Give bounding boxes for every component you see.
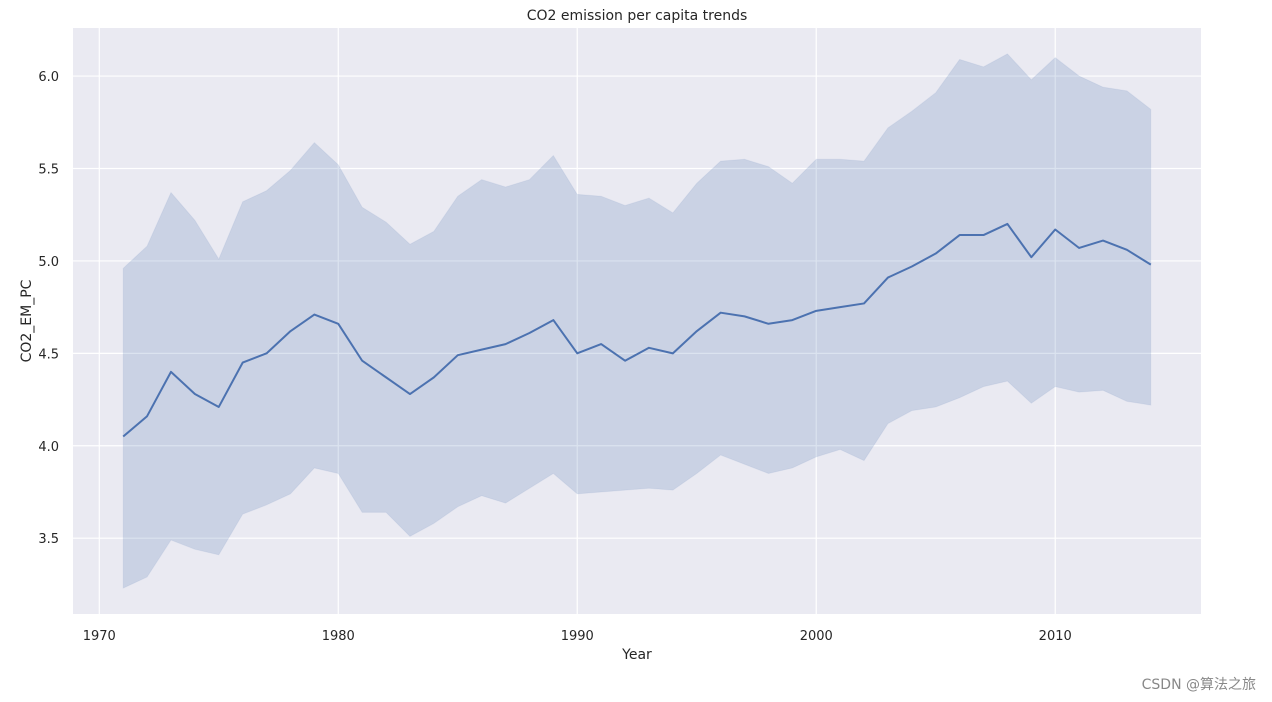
y-tick-label: 5.0	[38, 255, 59, 270]
x-tick-label: 1970	[83, 629, 116, 644]
x-tick-label: 1990	[561, 629, 594, 644]
tick-labels: 1970 1980 1990 2000 2010 3.5 4.0 4.5 5.0 5.5 6.0	[38, 70, 1071, 644]
grid-lines	[73, 28, 1201, 614]
y-tick-label: 4.5	[38, 347, 59, 362]
confidence-band-layer	[122, 53, 1152, 589]
x-axis-label: Year	[621, 647, 652, 663]
y-axis-label: CO2_EM_PC	[19, 279, 35, 362]
y-tick-label: 3.5	[38, 532, 59, 547]
watermark: CSDN @算法之旅	[1141, 677, 1256, 693]
chart-title: CO2 emission per capita trends	[527, 8, 748, 24]
confidence-band	[122, 53, 1152, 589]
x-tick-label: 2000	[800, 629, 833, 644]
x-tick-label: 2010	[1039, 629, 1072, 644]
series-line-layer	[122, 222, 1152, 438]
x-tick-label: 1980	[322, 629, 355, 644]
series-line	[122, 222, 1152, 438]
y-tick-label: 4.0	[38, 440, 59, 455]
y-tick-label: 5.5	[38, 162, 59, 177]
y-tick-label: 6.0	[38, 70, 59, 85]
plot-background	[73, 28, 1201, 614]
